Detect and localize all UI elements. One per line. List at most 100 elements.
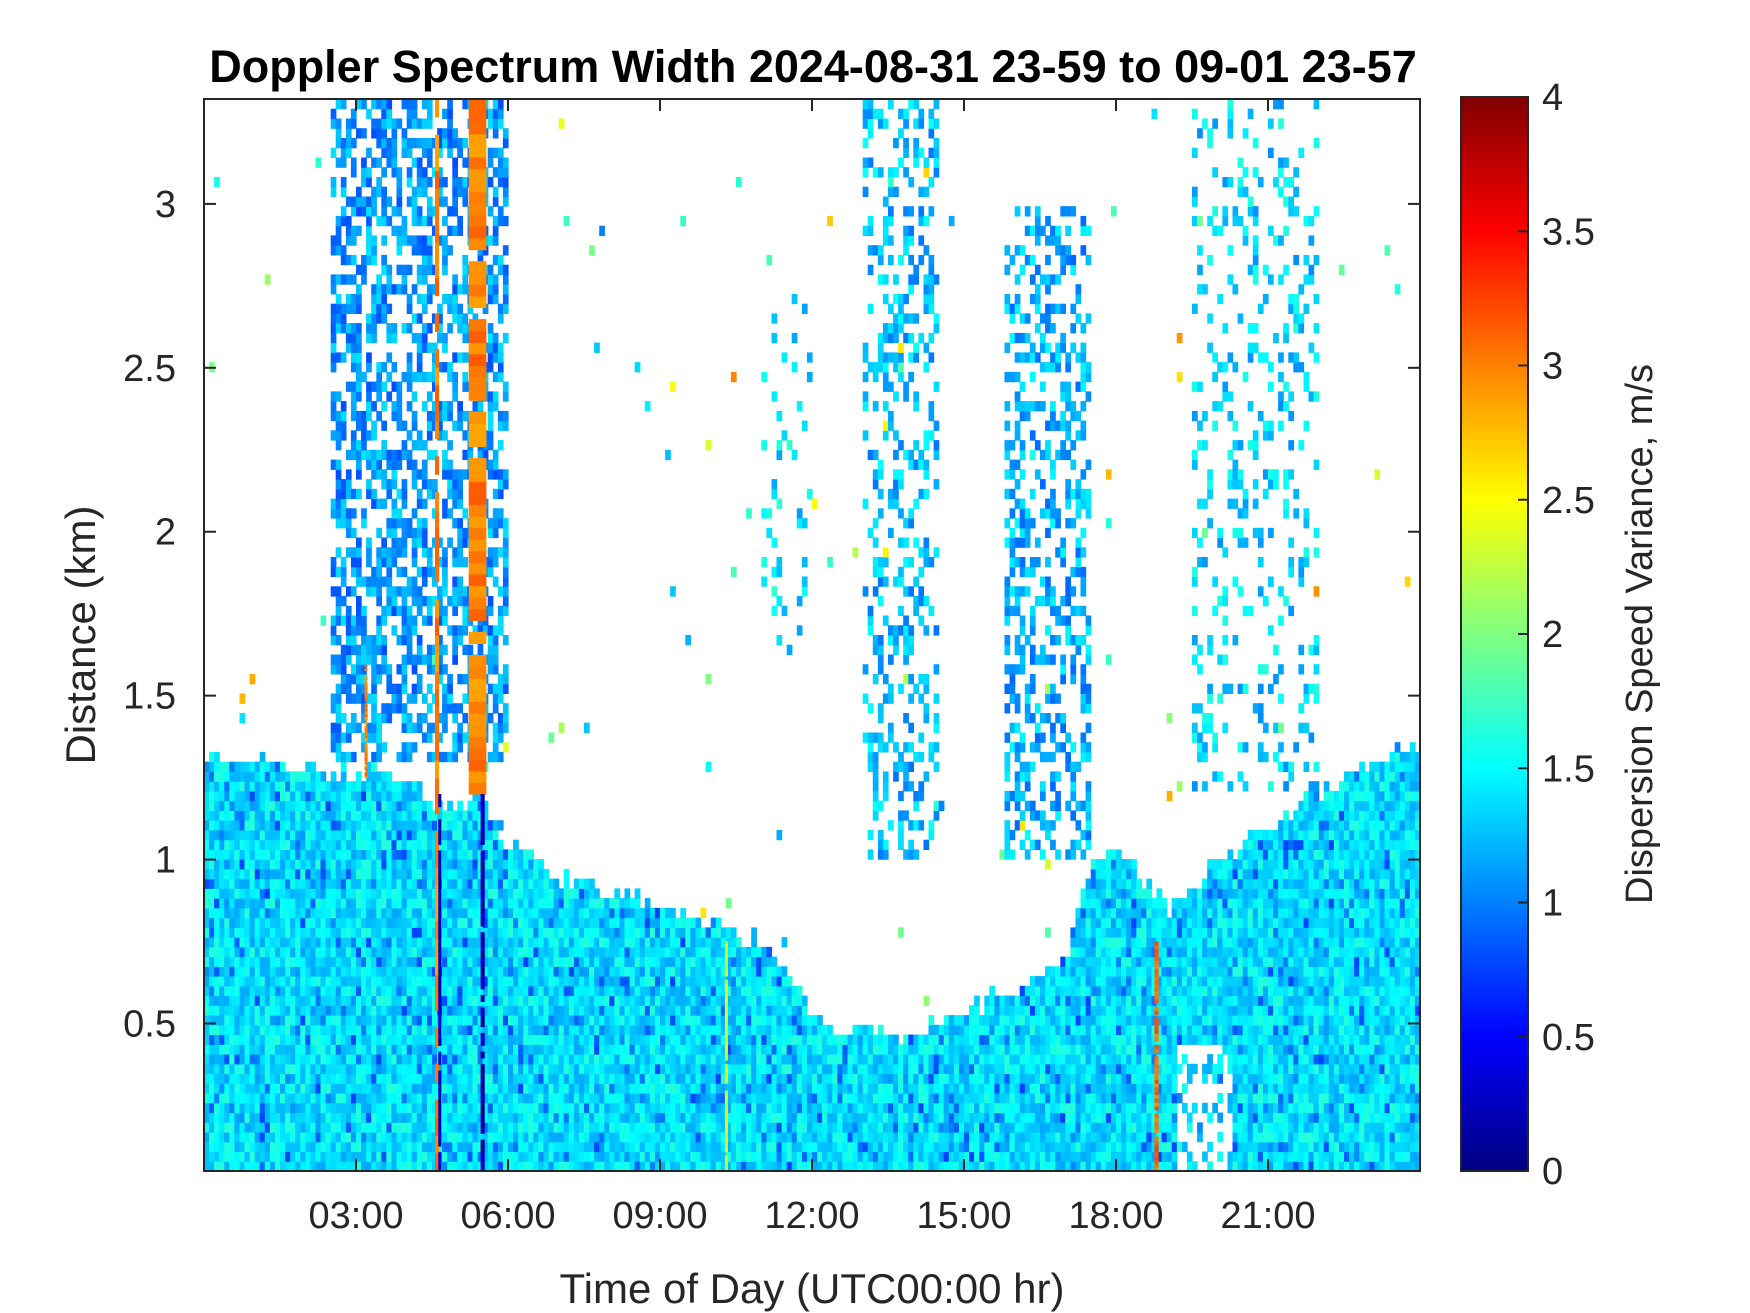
heatmap-cell (482, 907, 489, 919)
heatmap-cell (209, 1005, 215, 1016)
heatmap-cell (589, 1073, 595, 1084)
heatmap-cell (315, 1161, 322, 1171)
heatmap-cell (290, 995, 296, 1006)
heatmap-cell (391, 401, 398, 412)
heatmap-cell (502, 138, 509, 149)
heatmap-cell (649, 1161, 656, 1171)
heatmap-cell (705, 1112, 712, 1123)
heatmap-cell (371, 576, 377, 587)
heatmap-cell (442, 868, 448, 880)
heatmap-cell (614, 1132, 621, 1143)
heatmap-cell (654, 1122, 661, 1133)
heatmap-cell (426, 391, 433, 402)
heatmap-cell (690, 1112, 697, 1123)
heatmap-cell (249, 907, 256, 919)
heatmap-cell (381, 215, 387, 227)
heatmap-cell (406, 459, 413, 470)
heatmap-cell (340, 664, 347, 675)
heatmap-cell (578, 1005, 585, 1016)
heatmap-cell (457, 352, 463, 363)
heatmap-cell (386, 849, 393, 860)
heatmap-cell (325, 1102, 332, 1114)
heatmap-cell (214, 917, 220, 928)
heatmap-cell (371, 790, 377, 802)
heatmap-cell (578, 995, 585, 1006)
heatmap-cell (629, 898, 636, 909)
heatmap-cell (558, 118, 565, 129)
heatmap-cell (219, 937, 225, 948)
heatmap-cell (371, 332, 377, 344)
heatmap-cell (497, 1122, 504, 1133)
heatmap-cell (477, 1073, 484, 1084)
heatmap-cell (432, 654, 438, 665)
heatmap-cell (700, 1024, 707, 1036)
heatmap-cell (330, 878, 337, 889)
heatmap-cell (487, 108, 494, 119)
heatmap-cell (432, 264, 438, 275)
heatmap-cell (285, 781, 291, 792)
heatmap-cell (442, 177, 448, 188)
heatmap-cell (406, 839, 413, 850)
heatmap-cell (578, 888, 585, 899)
heatmap-cell (558, 1161, 565, 1171)
heatmap-cell (538, 1073, 545, 1084)
heatmap-cell (305, 1034, 311, 1045)
heatmap-cell (335, 128, 342, 139)
heatmap-cell (426, 956, 433, 967)
heatmap-cell (452, 956, 458, 967)
heatmap-cell (462, 927, 469, 938)
heatmap-cell (345, 1151, 352, 1162)
heatmap-cell (386, 1093, 393, 1104)
heatmap-cell (675, 1122, 681, 1133)
heatmap-cell (345, 1073, 352, 1084)
heatmap-cell (589, 966, 595, 977)
heatmap-cell (350, 868, 357, 880)
heatmap-cell (269, 1141, 276, 1153)
heatmap-cell (290, 810, 296, 821)
heatmap-cell (249, 1015, 256, 1026)
heatmap-cell (401, 225, 408, 236)
heatmap-cell (705, 1122, 712, 1133)
heatmap-cell (315, 790, 322, 802)
heatmap-cell (406, 995, 413, 1006)
heatmap-cell (330, 781, 337, 792)
heatmap-cell (285, 898, 291, 909)
heatmap-cell (421, 323, 428, 334)
heatmap-cell (573, 985, 580, 997)
heatmap-cell (401, 1073, 408, 1084)
heatmap-cell (340, 1054, 347, 1065)
heatmap-cell (594, 927, 600, 938)
heatmap-cell (421, 1132, 428, 1143)
heatmap-cell (649, 966, 656, 977)
heatmap-cell (432, 1083, 438, 1094)
heatmap-cell (209, 888, 215, 899)
heatmap-cell (472, 1073, 479, 1084)
heatmap-cell (381, 118, 387, 129)
heatmap-cell (467, 449, 474, 461)
heatmap-cell (371, 781, 377, 792)
heatmap-cell (406, 722, 413, 733)
heatmap-cell (533, 946, 539, 958)
heatmap-cell (219, 1132, 225, 1143)
heatmap-cell (416, 1063, 423, 1075)
heatmap-cell (573, 1102, 580, 1114)
heatmap-cell (426, 449, 433, 461)
heatmap-cell (239, 1083, 246, 1094)
heatmap-cell (381, 995, 387, 1006)
heatmap-cell (447, 459, 453, 470)
heatmap-cell (244, 1073, 251, 1084)
heatmap-cell (472, 625, 479, 636)
heatmap-cell (285, 927, 291, 938)
heatmap-cell (244, 878, 251, 889)
heatmap-cell (497, 1083, 504, 1094)
heatmap-cell (335, 635, 342, 646)
heatmap-cell (376, 722, 382, 733)
heatmap-cell (396, 264, 403, 275)
heatmap-cell (330, 566, 337, 578)
heatmap-cell (345, 888, 352, 899)
heatmap-cell (335, 274, 342, 285)
heatmap-cell (609, 1063, 615, 1075)
heatmap-cell (497, 167, 504, 178)
heatmap-cell (553, 898, 560, 909)
heatmap-cell (690, 917, 697, 928)
